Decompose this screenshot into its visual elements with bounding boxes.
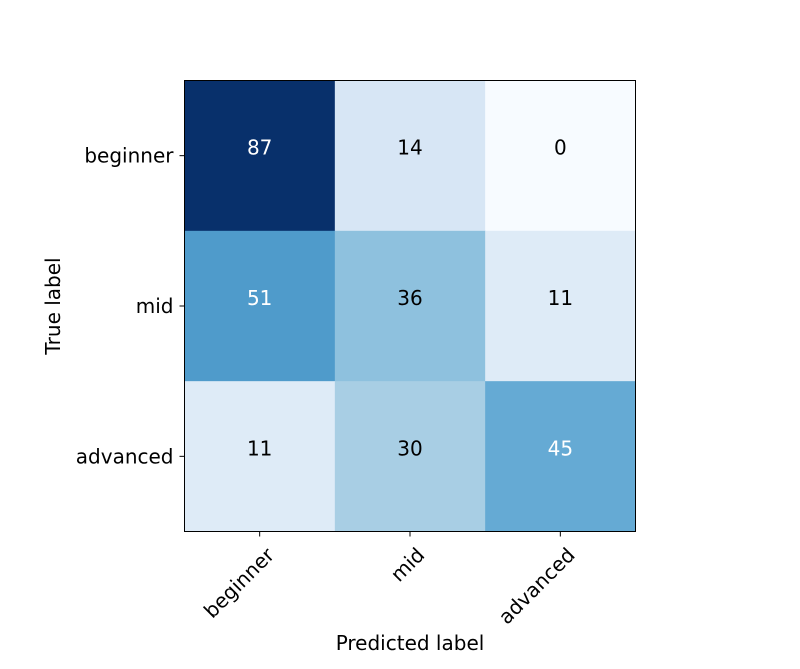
x-tick-label: beginner: [199, 542, 280, 623]
heatmap-cell: [334, 80, 486, 232]
y-axis-ticks: beginner mid advanced: [76, 144, 185, 468]
heatmap-cell: [184, 381, 336, 532]
cell-value-label: 11: [247, 436, 272, 460]
cell-value-labels: 87 14 0 51 36 11 11 30 45: [247, 136, 573, 461]
x-tick-label: mid: [386, 543, 430, 587]
y-tick-label: advanced: [76, 444, 174, 468]
heatmap-cell: [334, 230, 486, 382]
heatmap-cell: [485, 230, 636, 382]
y-tick-label: mid: [136, 294, 174, 318]
x-tick-label: advanced: [494, 543, 580, 629]
cell-value-label: 45: [548, 436, 573, 460]
heatmap-cell: [334, 381, 486, 532]
x-axis-label: Predicted label: [336, 631, 485, 655]
heatmap-cell: [184, 80, 336, 232]
heatmap-cells: [184, 80, 636, 532]
y-tick-label: beginner: [84, 144, 174, 168]
heatmap-cell: [485, 381, 636, 532]
cell-value-label: 36: [397, 286, 422, 310]
cell-value-label: 0: [554, 136, 567, 160]
cell-value-label: 51: [247, 286, 272, 310]
heatmap-cell: [485, 80, 636, 232]
cell-value-label: 14: [397, 136, 422, 160]
y-axis-label: True label: [41, 257, 65, 355]
cell-value-label: 11: [548, 286, 573, 310]
cell-value-label: 87: [247, 136, 272, 160]
x-axis-ticks: beginner mid advanced: [199, 531, 580, 629]
cell-value-label: 30: [397, 436, 422, 460]
heatmap-cell: [184, 230, 336, 382]
